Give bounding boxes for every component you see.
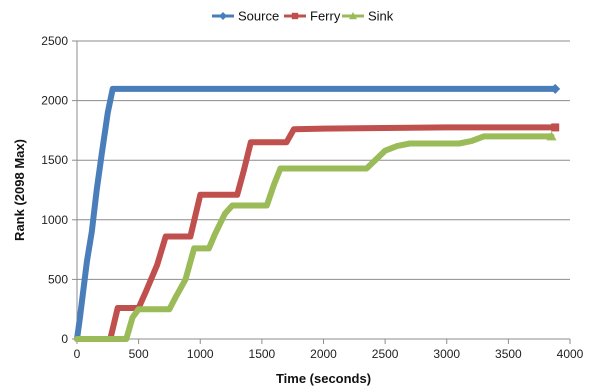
legend-item-source: Source xyxy=(212,9,279,24)
y-tick-label: 1000 xyxy=(41,213,68,227)
legend-label-ferry: Ferry xyxy=(310,9,341,24)
series-line-source xyxy=(74,85,559,342)
legend: Source Ferry Sink xyxy=(212,9,394,24)
legend-item-sink: Sink xyxy=(342,9,394,24)
series-sink xyxy=(74,131,557,342)
x-tick-label: 3500 xyxy=(495,347,522,361)
y-tick-label: 2500 xyxy=(41,34,68,48)
x-tick-label: 500 xyxy=(129,347,149,361)
legend-marker-ferry xyxy=(291,12,299,20)
x-tick-label: 3000 xyxy=(433,347,460,361)
series-source xyxy=(74,83,561,342)
series-end-marker-sink xyxy=(546,131,557,141)
legend-item-ferry: Ferry xyxy=(284,9,341,24)
legend-label-sink: Sink xyxy=(368,9,394,24)
y-tick-label: 1500 xyxy=(41,153,68,167)
y-tick-label: 2000 xyxy=(41,94,68,108)
x-tick-label: 0 xyxy=(74,347,81,361)
x-tick-label: 1500 xyxy=(249,347,276,361)
x-tick-label: 4000 xyxy=(557,347,584,361)
x-tick-label: 2500 xyxy=(372,347,399,361)
gridlines xyxy=(77,40,570,280)
x-axis-title: Time (seconds) xyxy=(276,371,371,386)
legend-marker-source xyxy=(219,12,227,20)
legend-label-source: Source xyxy=(238,9,279,24)
series-end-marker-source xyxy=(550,83,561,94)
legend-marker-sink xyxy=(349,12,357,20)
tick-labels: 0 500 1000 1500 2000 2500 0 500 1000 1500 2000 2500… xyxy=(41,34,583,361)
y-tick-label: 500 xyxy=(48,272,68,286)
axes xyxy=(72,40,571,344)
x-tick-label: 1000 xyxy=(187,347,214,361)
y-axis-title: Rank (2098 Max) xyxy=(12,139,27,241)
series-lines xyxy=(74,83,561,342)
series-end-marker-ferry xyxy=(551,123,560,132)
series-line-sink xyxy=(74,133,555,342)
y-tick-label: 0 xyxy=(61,332,68,346)
x-tick-label: 2000 xyxy=(310,347,337,361)
